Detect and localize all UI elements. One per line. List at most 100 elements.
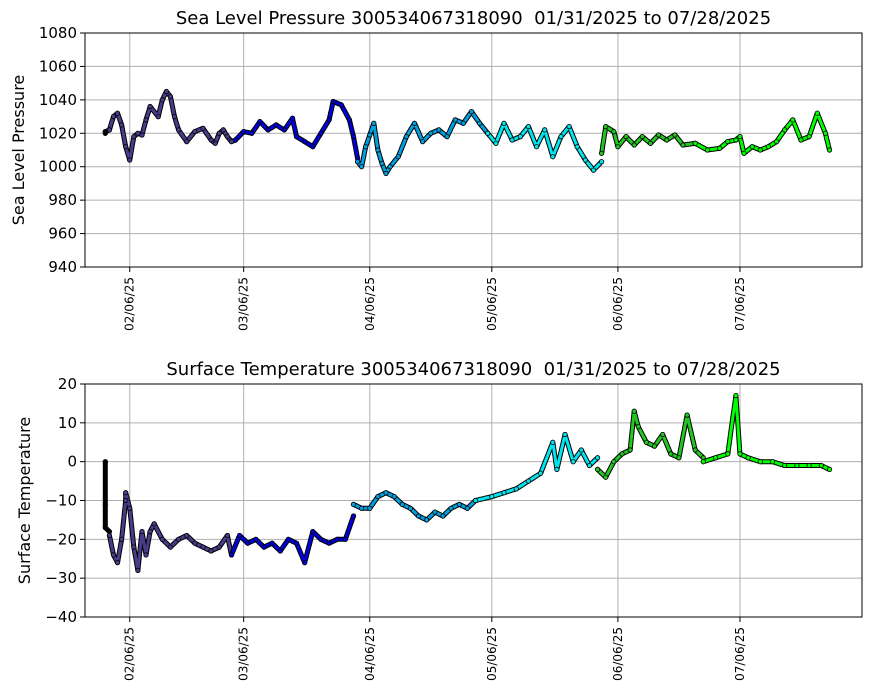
data-point [716,145,723,151]
x-tick-label: 07/06/25 [733,627,747,681]
data-point [192,540,198,546]
data-point [578,447,584,453]
data-point [119,536,125,542]
y-tick-label: −20 [45,530,77,548]
data-point [424,517,430,523]
data-point [208,548,214,554]
data-point [363,144,369,150]
surface-temperature-panel: −40 −30 −20 −10 0 10 20 02/06/25 03/06/25 04/06/2… [15,359,863,681]
data-point [277,548,283,554]
data-point [814,110,820,116]
data-point [375,147,381,153]
data-point [485,130,491,136]
data-series [598,124,698,156]
data-point [395,154,401,160]
data-point [826,466,833,472]
data-point [237,532,243,539]
y-tick-label: 1060 [39,57,77,75]
data-point [110,114,117,120]
y-tick-label: 1080 [39,24,77,42]
data-point [598,159,605,165]
y-tick-label: 940 [48,258,77,276]
data-point [114,559,121,566]
data-point [509,137,515,143]
data-point [643,439,650,445]
data-point [167,544,173,550]
data-point [684,412,690,418]
data-point [773,139,780,145]
data-point [326,117,332,123]
data-point [692,447,698,453]
data-point [318,130,324,136]
data-point [428,130,434,136]
data-point [216,130,222,136]
series-line [356,110,490,175]
data-series [354,109,491,176]
data-point [184,139,190,145]
data-point [782,127,788,133]
data-point [733,392,739,399]
data-point [582,157,589,163]
data-point [537,470,544,476]
data-point [794,462,800,469]
data-series [594,408,706,480]
x-tick-label: 04/06/25 [363,627,377,681]
data-point [627,447,633,453]
data-point [131,134,137,140]
data-point [745,455,751,461]
data-point [119,122,125,128]
data-point [127,157,133,163]
data-point [432,509,438,515]
data-point [700,459,706,465]
data-point [436,127,442,133]
data-point [326,540,332,546]
data-point [249,130,255,136]
data-point [163,88,169,95]
data-point [253,536,259,542]
data-point [338,102,344,108]
data-point [155,114,161,120]
data-point [647,140,654,146]
data-point [139,132,145,138]
data-point [310,528,316,535]
data-point [176,127,182,133]
data-point [159,97,165,103]
data-point [501,120,507,126]
data-series [700,392,833,472]
y-tick-label: 10 [58,414,77,432]
series-line [352,491,477,522]
data-point [574,144,580,150]
data-point [623,134,629,140]
data-point [525,478,532,484]
y-tick-label: 960 [48,225,77,243]
data-point [725,451,731,457]
data-point [310,144,316,150]
series-line [107,90,237,162]
data-point [419,139,426,145]
data-point [550,439,556,445]
data-series [102,459,113,535]
x-tick-label: 05/06/25 [485,277,499,331]
y-axis-label: Surface Temperature [15,417,34,584]
data-point [102,501,108,507]
data-point [167,93,173,100]
data-point [542,127,548,133]
sea-level-pressure-panel: 940 960 980 1000 1020 1040 1060 1080 02/06/25 03/… [9,8,863,331]
x-tick-label: 02/06/25 [123,627,137,681]
data-point [139,528,145,535]
data-point [346,117,352,123]
data-point [411,120,418,126]
data-point [281,127,287,133]
series-line [474,433,600,502]
data-point [590,167,597,173]
data-point [611,129,617,135]
data-point [102,525,108,531]
data-point [358,164,365,170]
data-point [533,144,540,150]
data-point [399,501,405,507]
data-point [131,544,137,550]
data-point [289,115,296,121]
data-point [383,170,389,176]
data-point [651,443,658,449]
x-tick-label: 06/06/25 [611,277,625,331]
